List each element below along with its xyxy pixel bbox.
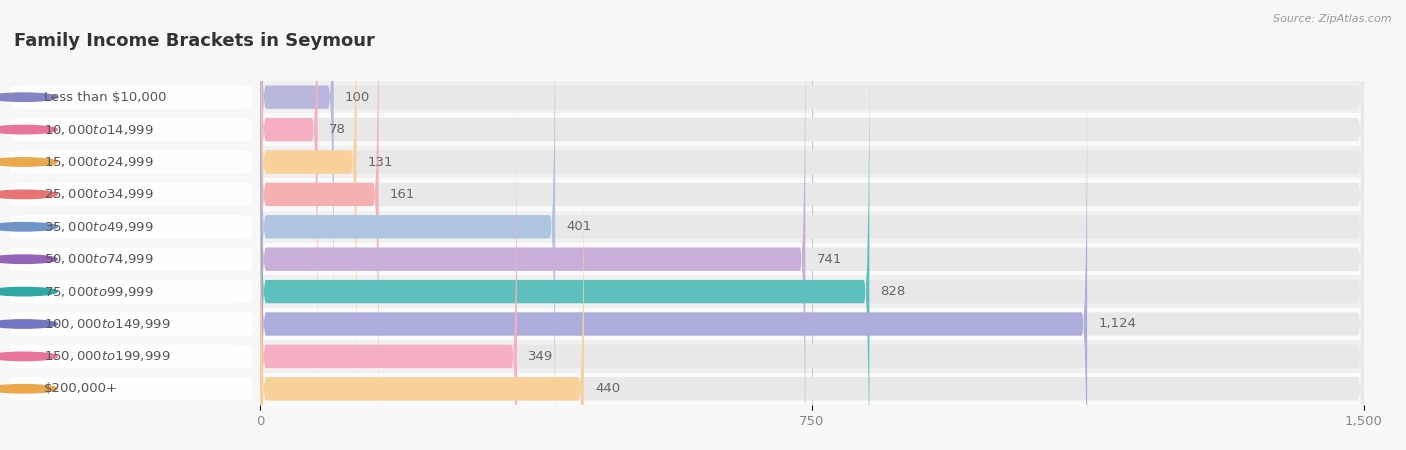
FancyBboxPatch shape — [10, 183, 252, 206]
FancyBboxPatch shape — [260, 141, 583, 450]
Text: 100: 100 — [344, 91, 370, 104]
FancyBboxPatch shape — [260, 146, 1364, 178]
Circle shape — [0, 158, 58, 166]
Circle shape — [0, 352, 58, 360]
FancyBboxPatch shape — [260, 0, 1364, 442]
FancyBboxPatch shape — [260, 109, 517, 450]
FancyBboxPatch shape — [260, 113, 1364, 146]
Text: 401: 401 — [567, 220, 592, 233]
FancyBboxPatch shape — [260, 373, 1364, 405]
Text: $15,000 to $24,999: $15,000 to $24,999 — [44, 155, 153, 169]
FancyBboxPatch shape — [260, 81, 1364, 113]
FancyBboxPatch shape — [260, 12, 1364, 450]
FancyBboxPatch shape — [260, 0, 333, 345]
FancyBboxPatch shape — [260, 0, 357, 410]
FancyBboxPatch shape — [260, 275, 1364, 308]
Text: 349: 349 — [527, 350, 553, 363]
Text: $25,000 to $34,999: $25,000 to $34,999 — [44, 187, 153, 202]
FancyBboxPatch shape — [260, 0, 1364, 377]
FancyBboxPatch shape — [260, 340, 1364, 373]
FancyBboxPatch shape — [10, 312, 252, 336]
FancyBboxPatch shape — [260, 0, 1364, 345]
Circle shape — [0, 320, 58, 328]
FancyBboxPatch shape — [260, 0, 1364, 410]
FancyBboxPatch shape — [10, 280, 252, 303]
Text: 440: 440 — [595, 382, 620, 395]
Text: $75,000 to $99,999: $75,000 to $99,999 — [44, 284, 153, 299]
Text: 78: 78 — [329, 123, 346, 136]
FancyBboxPatch shape — [10, 345, 252, 368]
Text: $200,000+: $200,000+ — [44, 382, 118, 395]
Circle shape — [0, 190, 58, 198]
Text: $10,000 to $14,999: $10,000 to $14,999 — [44, 122, 153, 137]
FancyBboxPatch shape — [260, 211, 1364, 243]
FancyBboxPatch shape — [260, 0, 318, 377]
Circle shape — [0, 288, 58, 296]
FancyBboxPatch shape — [260, 178, 1364, 211]
Text: 1,124: 1,124 — [1098, 318, 1136, 330]
FancyBboxPatch shape — [260, 76, 1364, 450]
Text: $35,000 to $49,999: $35,000 to $49,999 — [44, 220, 153, 234]
FancyBboxPatch shape — [260, 0, 555, 450]
Circle shape — [0, 126, 58, 134]
Text: 741: 741 — [817, 253, 842, 266]
FancyBboxPatch shape — [260, 0, 1364, 450]
FancyBboxPatch shape — [10, 118, 252, 141]
Text: 131: 131 — [367, 156, 394, 168]
FancyBboxPatch shape — [260, 0, 378, 442]
Circle shape — [0, 385, 58, 393]
Circle shape — [0, 93, 58, 101]
Text: $150,000 to $199,999: $150,000 to $199,999 — [44, 349, 170, 364]
Circle shape — [0, 255, 58, 263]
FancyBboxPatch shape — [260, 12, 806, 450]
Text: 828: 828 — [880, 285, 905, 298]
Text: $100,000 to $149,999: $100,000 to $149,999 — [44, 317, 170, 331]
FancyBboxPatch shape — [10, 86, 252, 109]
FancyBboxPatch shape — [10, 377, 252, 400]
Circle shape — [0, 223, 58, 231]
Text: 161: 161 — [389, 188, 415, 201]
Text: Family Income Brackets in Seymour: Family Income Brackets in Seymour — [14, 32, 375, 50]
FancyBboxPatch shape — [260, 109, 1364, 450]
FancyBboxPatch shape — [260, 141, 1364, 450]
FancyBboxPatch shape — [260, 76, 1087, 450]
Text: Source: ZipAtlas.com: Source: ZipAtlas.com — [1274, 14, 1392, 23]
Text: Less than $10,000: Less than $10,000 — [44, 91, 167, 104]
FancyBboxPatch shape — [10, 248, 252, 271]
FancyBboxPatch shape — [260, 308, 1364, 340]
FancyBboxPatch shape — [10, 150, 252, 174]
Text: $50,000 to $74,999: $50,000 to $74,999 — [44, 252, 153, 266]
FancyBboxPatch shape — [260, 243, 1364, 275]
FancyBboxPatch shape — [10, 215, 252, 238]
FancyBboxPatch shape — [260, 44, 869, 450]
FancyBboxPatch shape — [260, 44, 1364, 450]
